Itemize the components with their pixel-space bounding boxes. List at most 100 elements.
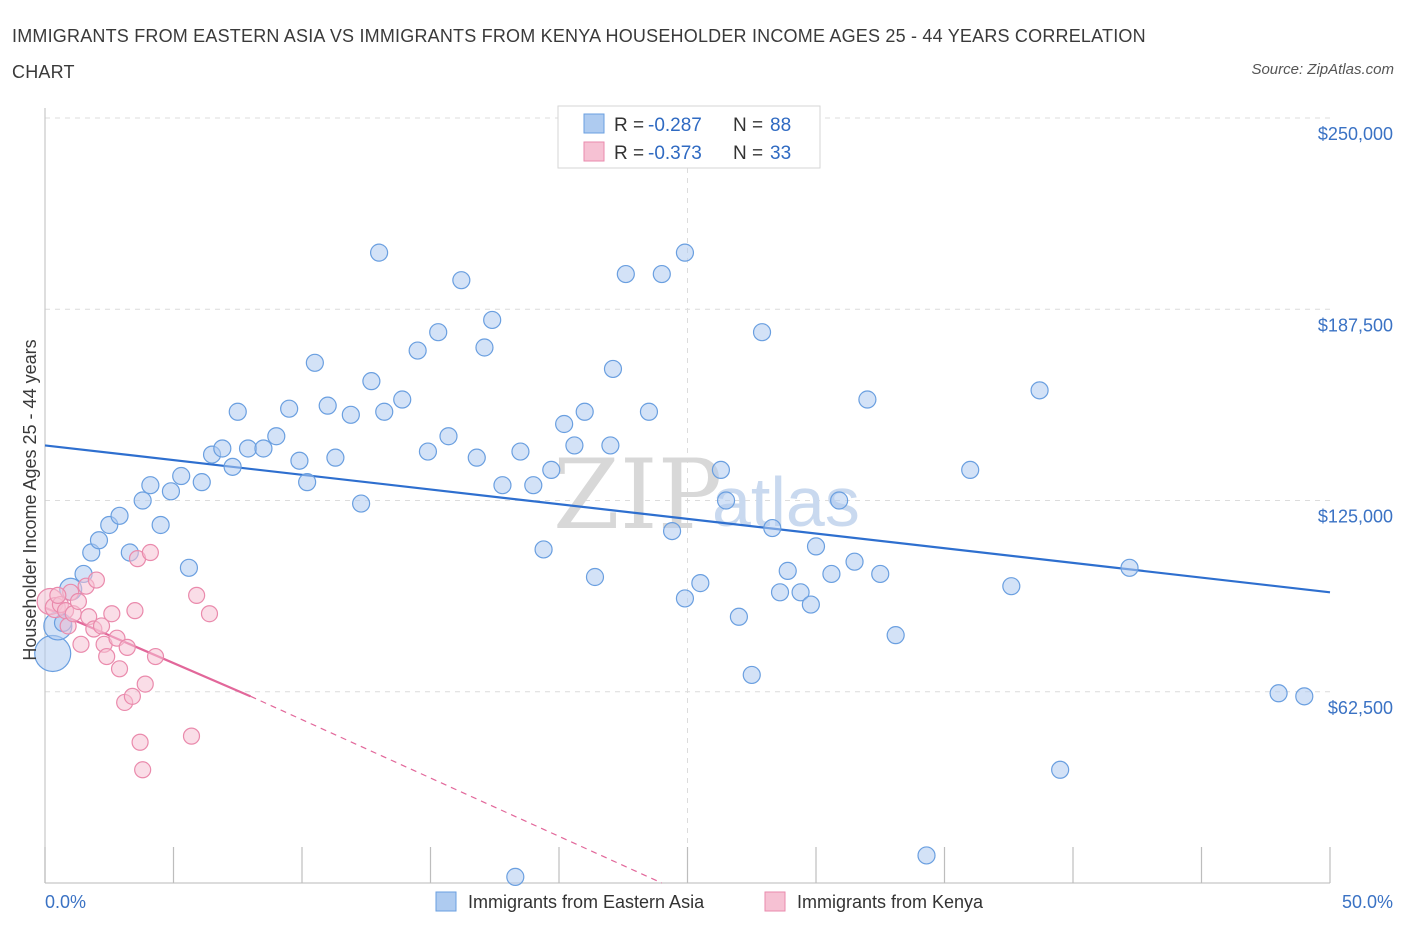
bottom-legend-swatch-kenya [764,891,786,912]
data-point-eastern-asia [917,846,936,865]
y-axis-label: Householder Income Ages 25 - 44 years [20,339,40,660]
x-tick-labels: 0.0% 50.0% [45,892,1393,912]
data-point-eastern-asia [493,476,512,495]
data-point-eastern-asia [961,460,980,479]
data-point-eastern-asia [1002,577,1021,596]
bottom-legend-swatch-eastern-asia [435,891,457,912]
data-point-eastern-asia [254,439,273,458]
data-point-eastern-asia [238,439,258,458]
data-point-eastern-asia [213,439,232,458]
data-point-eastern-asia [801,595,820,614]
data-point-eastern-asia [1051,760,1070,779]
series-kenya [36,543,219,779]
data-point-eastern-asia [603,359,623,379]
data-point-kenya [49,586,67,604]
data-point-eastern-asia [110,506,129,525]
data-point-kenya [118,638,136,656]
axes [44,108,1331,884]
data-point-eastern-asia [179,558,199,577]
data-point-eastern-asia [791,583,810,602]
data-point-eastern-asia [1030,381,1049,400]
data-point-kenya [134,761,152,779]
data-point-eastern-asia [575,402,594,421]
data-point-eastern-asia [534,540,553,559]
data-point-eastern-asia [585,567,605,587]
data-point-eastern-asia [161,482,181,501]
legend-n-value-2: 33 [770,143,791,164]
data-point-eastern-asia [845,552,864,571]
data-point-kenya [69,592,88,611]
trend-line-kenya [44,606,252,698]
data-point-eastern-asia [763,518,782,538]
data-point-eastern-asia [652,264,671,284]
data-point-eastern-asia [511,442,530,461]
watermark-zip: ZIP [553,439,722,551]
data-point-kenya [182,727,201,745]
legend-r-value-1: -0.287 [648,115,702,136]
data-point-eastern-asia [716,491,736,510]
x-tick-label: 0.0% [45,892,86,912]
legend-r-label-2: R = [614,143,644,164]
data-point-kenya [141,543,159,562]
data-point-eastern-asia [830,491,849,510]
data-point-eastern-asia [452,271,471,290]
data-point-kenya [92,617,111,635]
data-point-eastern-asia [616,264,635,284]
y-tick-labels: $62,500 $125,000 $187,500 $250,000 [1318,124,1393,718]
data-point-eastern-asia [370,243,389,262]
data-point-kenya [146,647,165,666]
data-point-eastern-asia [770,583,790,602]
data-point-eastern-asia [1295,687,1314,706]
data-point-eastern-asia [752,323,772,342]
data-point-eastern-asia [267,427,286,446]
data-point-kenya [126,602,144,620]
data-point-eastern-asia [675,589,695,608]
data-point-kenya [87,571,106,589]
trend-line-eastern-asia [44,444,1331,594]
legend-n-label-1: N = [733,115,763,136]
bottom-legend-label-eastern-asia: Immigrants from Eastern Asia [468,892,705,912]
legend-n-value-1: 88 [770,115,791,136]
data-point-eastern-asia [298,473,317,492]
source-label: Source: ZipAtlas.com [1251,61,1394,78]
data-point-eastern-asia [290,451,309,470]
x-tick-label: 50.0% [1342,892,1393,912]
data-point-eastern-asia [475,338,494,357]
data-point-eastern-asia [542,460,561,479]
watermark: ZIP atlas [553,439,860,551]
data-point-eastern-asia [1269,684,1288,703]
series-eastern-asia [34,243,1314,886]
data-point-kenya [188,586,206,604]
data-point-eastern-asia [439,427,458,446]
data-point-kenya [110,660,129,678]
data-point-eastern-asia [601,436,620,455]
data-point-eastern-asia [192,473,211,492]
data-point-eastern-asia [662,521,682,541]
data-point-eastern-asia [483,310,502,330]
data-point-kenya [72,635,90,653]
data-point-eastern-asia [639,402,659,421]
data-point-eastern-asia [352,494,371,513]
series-legend: Immigrants from Eastern Asia Immigrants … [435,891,984,912]
data-point-eastern-asia [418,442,438,461]
legend-swatch-kenya [583,141,605,162]
data-point-kenya [103,605,121,623]
data-point-eastern-asia [691,574,710,593]
bottom-legend-label-kenya: Immigrants from Kenya [797,892,984,912]
data-point-eastern-asia [729,607,749,626]
data-point-eastern-asia [228,402,247,421]
stats-legend: R = -0.287 N = 88 R = -0.373 N = 33 [557,105,821,169]
data-point-eastern-asia [858,390,877,409]
data-point-eastern-asia [318,396,337,415]
data-point-eastern-asia [305,353,324,372]
y-tick-label: $250,000 [1318,124,1393,144]
data-point-eastern-asia [280,399,299,418]
data-point-eastern-asia [375,402,394,421]
data-point-eastern-asia [408,341,427,360]
data-point-kenya [98,647,116,666]
data-point-eastern-asia [822,564,841,584]
data-point-eastern-asia [467,448,486,467]
legend-n-label-2: N = [733,143,763,164]
data-point-eastern-asia [326,448,345,467]
